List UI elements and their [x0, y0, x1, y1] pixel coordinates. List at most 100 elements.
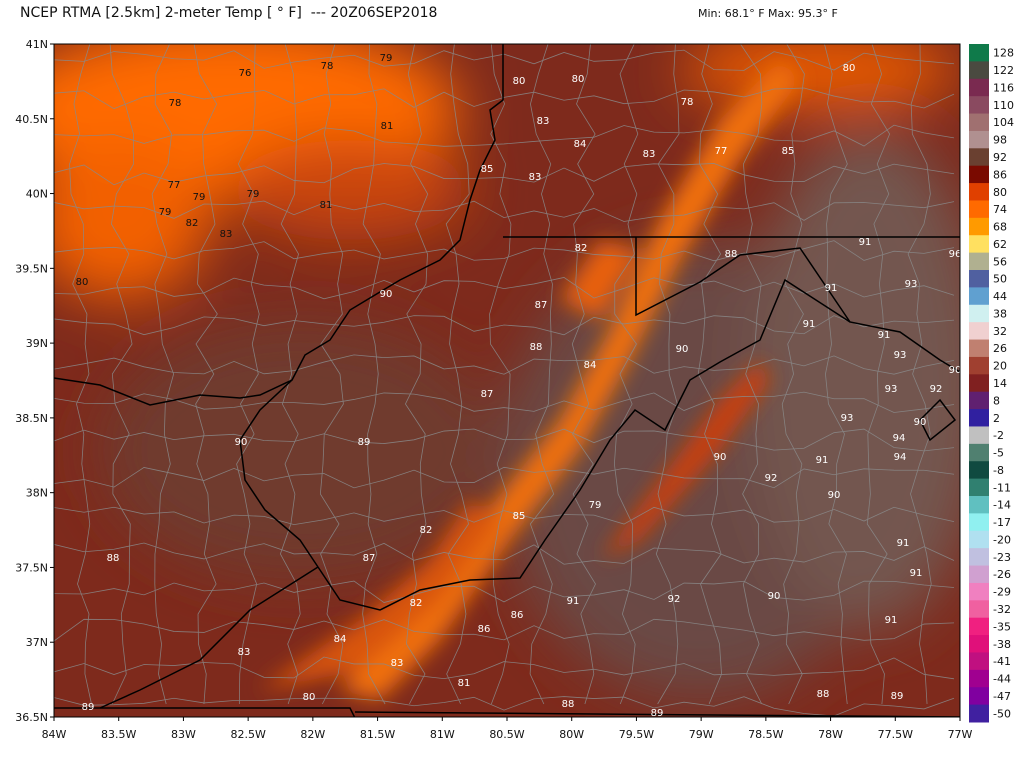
temperature-label: 86 — [478, 624, 491, 635]
temperature-label: 94 — [893, 433, 906, 444]
temperature-label: 90 — [676, 344, 689, 355]
lat-label: 38N — [26, 487, 48, 500]
temperature-label: 88 — [562, 699, 575, 710]
lat-label: 39.5N — [15, 262, 48, 275]
temperature-label: 78 — [321, 61, 334, 72]
colorbar-label: 14 — [993, 377, 1007, 390]
colorbar-swatch — [969, 61, 989, 80]
temperature-label: 94 — [894, 452, 907, 463]
lat-label: 41N — [26, 38, 48, 51]
state-borders — [54, 44, 960, 717]
colorbar-label: -32 — [993, 603, 1011, 616]
temperature-label: 84 — [574, 139, 587, 150]
lon-label: 78W — [818, 728, 843, 741]
temperature-label: 92 — [930, 384, 943, 395]
colorbar-swatch — [969, 478, 989, 497]
colorbar-swatch — [969, 183, 989, 201]
temperature-label: 87 — [363, 553, 376, 564]
temperature-label: 90 — [714, 452, 727, 463]
colorbar-label: 80 — [993, 186, 1007, 199]
colorbar-label: 98 — [993, 134, 1007, 147]
colorbar-swatch — [969, 339, 989, 358]
colorbar-label: 56 — [993, 255, 1007, 268]
colorbar-swatch — [969, 617, 989, 636]
temperature-label: 91 — [803, 319, 816, 330]
lon-label: 80.5W — [489, 728, 524, 741]
temperature-label: 77 — [715, 146, 728, 157]
colorbar-swatch — [969, 409, 989, 427]
temperature-label: 91 — [897, 538, 910, 549]
lat-label: 40N — [26, 188, 48, 201]
colorbar-label: -2 — [993, 429, 1004, 442]
lon-label: 79.5W — [619, 728, 654, 741]
lat-label: 38.5N — [15, 412, 48, 425]
colorbar-swatch — [969, 582, 989, 601]
colorbar-swatch — [969, 600, 989, 619]
lon-label: 84W — [42, 728, 67, 741]
lon-label: 81W — [430, 728, 455, 741]
colorbar-label: 32 — [993, 325, 1007, 338]
colorbar-swatch — [969, 652, 989, 671]
colorbar-swatch — [969, 200, 989, 219]
colorbar-swatch — [969, 565, 989, 584]
temperature-label: 90 — [949, 365, 962, 376]
temperature-label: 80 — [572, 74, 585, 85]
lon-label: 77.5W — [878, 728, 913, 741]
temperature-label: 85 — [782, 146, 795, 157]
colorbar-label: -23 — [993, 551, 1011, 564]
colorbar-swatch — [969, 148, 989, 167]
colorbar-swatch — [969, 635, 989, 653]
lon-label: 83.5W — [101, 728, 136, 741]
colorbar-swatch — [969, 113, 989, 132]
temperature-label: 90 — [914, 417, 927, 428]
colorbar-label: -8 — [993, 464, 1004, 477]
colorbar-label: 26 — [993, 342, 1007, 355]
temperature-label: 90 — [768, 591, 781, 602]
lat-label: 36.5N — [15, 711, 48, 724]
colorbar-label: -17 — [993, 516, 1011, 529]
colorbar-swatch — [969, 426, 989, 445]
colorbar-label: 62 — [993, 238, 1007, 251]
temperature-label: 89 — [82, 702, 95, 713]
colorbar-label: -29 — [993, 586, 1011, 599]
lat-label: 39N — [26, 337, 48, 350]
colorbar-swatch — [969, 304, 989, 323]
colorbar-swatch — [969, 530, 989, 549]
map-field: 76 78 79 78 81 85 77 79 79 81 79 82 83 80 80 80 78 80 83 84… — [54, 44, 962, 717]
colorbar-swatch — [969, 461, 989, 480]
lon-label: 77W — [948, 728, 973, 741]
lon-label: 82.5W — [230, 728, 265, 741]
colorbar-swatch — [969, 496, 989, 514]
colorbar-swatch — [969, 374, 989, 393]
temperature-label: 83 — [643, 149, 656, 160]
colorbar-label: -26 — [993, 568, 1011, 581]
colorbar-swatch — [969, 217, 989, 236]
temperature-label: 91 — [910, 568, 923, 579]
colorbar-label: -38 — [993, 638, 1011, 651]
colorbar-swatch — [969, 391, 989, 410]
temperature-label: 81 — [381, 121, 394, 132]
temperature-label: 79 — [247, 189, 260, 200]
colorbar-swatch — [969, 513, 989, 532]
lat-label: 37N — [26, 636, 48, 649]
colorbar-swatch — [969, 322, 989, 341]
colorbar-swatch — [969, 44, 989, 62]
temperature-label: 83 — [529, 172, 542, 183]
map-axes: 41N 40.5N 40N 39.5N 39N 38.5N 38N 37.5N 37N 36.5N… — [15, 38, 972, 741]
temperature-label: 79 — [159, 207, 172, 218]
temperature-label: 91 — [816, 455, 829, 466]
temperature-labels: 76 78 79 78 81 85 77 79 79 81 79 82 83 80 80 80 78 80 83 84… — [76, 53, 962, 717]
temperature-label: 81 — [320, 200, 333, 211]
lat-label: 37.5N — [15, 561, 48, 574]
temperature-label: 90 — [235, 437, 248, 448]
temperature-label: 85 — [513, 511, 526, 522]
temperature-label: 86 — [511, 610, 524, 621]
min-max-readout: Min: 68.1° F Max: 95.3° F — [698, 7, 838, 20]
colorbar-label: 110 — [993, 99, 1014, 112]
temperature-label: 80 — [843, 63, 856, 74]
temperature-label: 78 — [169, 98, 182, 109]
temperature-label: 96 — [949, 249, 962, 260]
colorbar-label: 68 — [993, 221, 1007, 234]
temperature-label: 79 — [380, 53, 393, 64]
